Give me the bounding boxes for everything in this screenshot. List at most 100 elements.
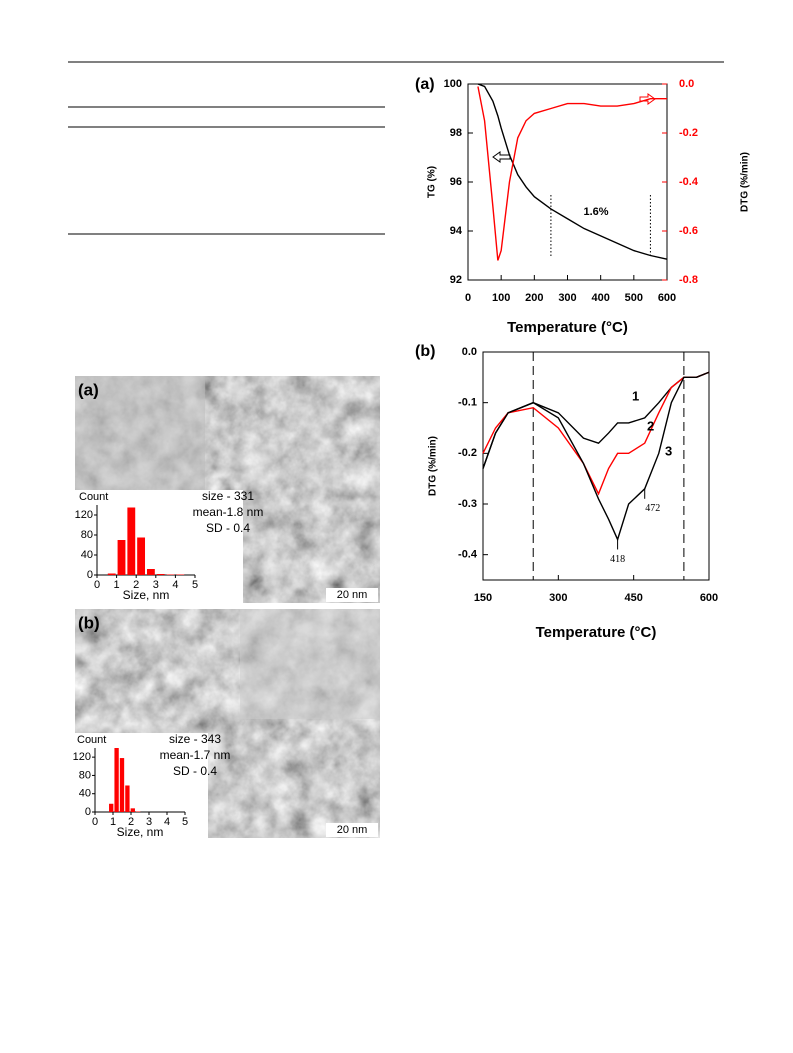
x-tick-label: 2 — [133, 579, 139, 591]
scale-bar-box — [326, 823, 378, 837]
y-tick-label: 80 — [79, 769, 91, 781]
y-axis-label: Count — [77, 734, 106, 746]
histogram-bar — [127, 507, 136, 575]
y-tick-label: -0.3 — [458, 498, 477, 510]
scale-bar: 20 nm — [337, 824, 368, 836]
panel-label: (a) — [415, 76, 435, 93]
peak-label: 418 — [610, 554, 625, 565]
y-tick-label: 120 — [75, 509, 93, 521]
x-tick-label: 600 — [700, 592, 718, 604]
x-tick-label: 600 — [658, 292, 676, 304]
x-tick-label: 0 — [94, 579, 100, 591]
y2-tick-label: -0.8 — [679, 274, 698, 286]
tem-background — [240, 609, 380, 719]
image-label: (a) — [78, 380, 99, 399]
inset-annotation: size - 343 — [169, 732, 221, 746]
x-tick-label: 450 — [624, 592, 642, 604]
histogram-bar — [137, 537, 146, 575]
plot-frame — [482, 351, 710, 581]
peak-label: 472 — [645, 503, 660, 514]
y-tick-label: 0 — [85, 806, 91, 818]
y-tick-label: 40 — [79, 788, 91, 800]
data-line — [482, 371, 710, 469]
x-tick-label: 3 — [146, 816, 152, 828]
y-tick-label: -0.2 — [458, 447, 477, 459]
x-tick-label: 1 — [114, 579, 120, 591]
histogram-bar — [114, 748, 119, 812]
y-tick-label: 80 — [81, 529, 93, 541]
data-line — [477, 83, 668, 260]
x-tick-label: 400 — [591, 292, 609, 304]
inset-annotation: SD - 0.4 — [173, 764, 217, 778]
image-label: (b) — [78, 613, 100, 632]
y-tick-label: 100 — [444, 78, 462, 90]
x-tick-label: 2 — [128, 816, 134, 828]
histogram-bar — [117, 540, 126, 575]
panel-label: (b) — [415, 343, 435, 360]
inset-annotation: mean-1.8 nm — [193, 505, 264, 519]
x-tick-label: 0 — [465, 292, 471, 304]
x-tick-label: 0 — [92, 816, 98, 828]
curve-label: 2 — [647, 418, 654, 433]
histogram-bar — [130, 808, 135, 812]
y-axis-label: TG (%) — [427, 166, 438, 198]
y-tick-label: -0.1 — [458, 397, 477, 409]
inset-box — [75, 490, 243, 603]
annotation: 1.6% — [583, 206, 608, 218]
y-tick-label: 0 — [87, 569, 93, 581]
y-tick-label: 98 — [450, 127, 462, 139]
y2-tick-label: -0.6 — [679, 225, 698, 237]
histogram-bar — [109, 803, 114, 812]
tem-background — [75, 376, 205, 496]
y-tick-label: 96 — [450, 176, 462, 188]
arrow — [492, 151, 511, 163]
histogram-bar — [176, 574, 185, 575]
scale-bar: 20 nm — [337, 589, 368, 601]
x-tick-label: 1 — [110, 816, 116, 828]
x-axis-label: Temperature (°C) — [507, 319, 628, 336]
y-tick-label: 92 — [450, 274, 462, 286]
curve-label: 1 — [632, 388, 639, 403]
plot-frame — [467, 83, 668, 281]
x-axis-label: Temperature (°C) — [536, 624, 657, 641]
x-tick-label: 500 — [625, 292, 643, 304]
y-tick-label: 94 — [450, 225, 463, 237]
data-line — [482, 371, 710, 542]
data-line — [477, 86, 667, 261]
y-axis-label: Count — [79, 491, 108, 503]
x-tick-label: 4 — [172, 579, 178, 591]
y-tick-label: 0.0 — [462, 346, 477, 358]
x-tick-label: 300 — [558, 292, 576, 304]
histogram-bar — [107, 573, 116, 575]
x-tick-label: 300 — [549, 592, 567, 604]
y2-axis-label: DTG (%/min) — [740, 152, 751, 212]
x-tick-label: 150 — [474, 592, 492, 604]
x-tick-label: 5 — [192, 579, 198, 591]
y-tick-label: -0.4 — [458, 549, 478, 561]
y2-tick-label: -0.4 — [679, 176, 699, 188]
scale-bar-box — [326, 588, 378, 602]
y-axis-label: DTG (%/min) — [428, 436, 439, 496]
x-tick-label: 200 — [525, 292, 543, 304]
x-tick-label: 100 — [492, 292, 510, 304]
x-tick-label: 5 — [182, 816, 188, 828]
y-tick-label: 120 — [73, 751, 91, 763]
y2-tick-label: 0.0 — [679, 78, 694, 90]
x-tick-label: 3 — [153, 579, 159, 591]
y-tick-label: 40 — [81, 549, 93, 561]
histogram-bar — [156, 574, 165, 575]
inset-box — [75, 733, 208, 838]
y2-tick-label: -0.2 — [679, 127, 698, 139]
x-axis-label: Size, nm — [123, 588, 170, 602]
curve-label: 3 — [665, 443, 672, 458]
data-line — [482, 371, 710, 496]
histogram-bar — [119, 758, 125, 812]
histogram-bar — [125, 785, 130, 812]
inset-annotation: mean-1.7 nm — [160, 748, 231, 762]
inset-annotation: SD - 0.4 — [206, 521, 250, 535]
histogram-bar — [146, 569, 155, 575]
inset-annotation: size - 331 — [202, 489, 254, 503]
histogram-bar — [166, 574, 175, 575]
